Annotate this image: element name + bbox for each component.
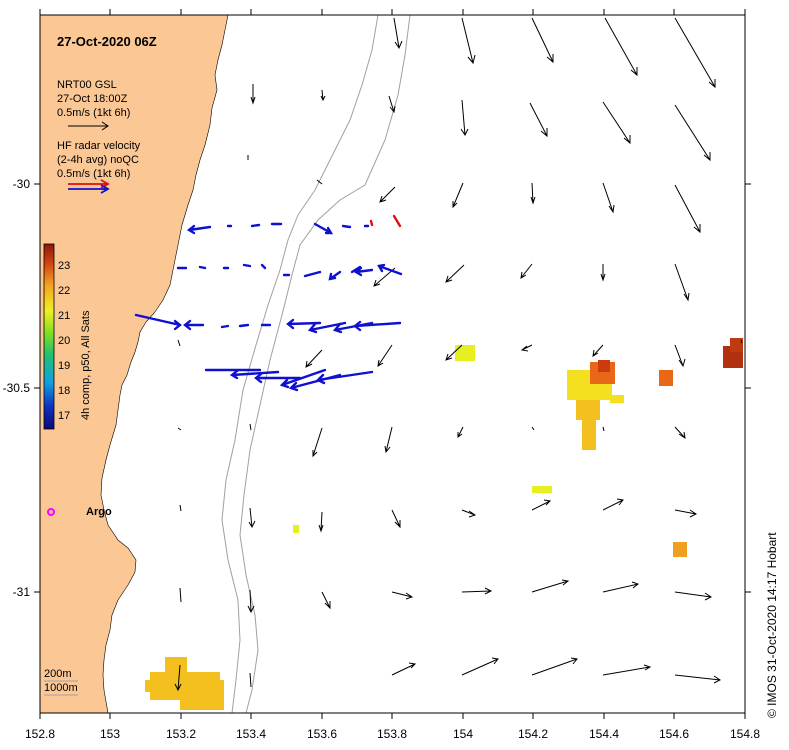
isobath-1000m-label: 1000m (44, 682, 78, 694)
radar-velocity-arrows (134, 222, 403, 392)
x-tick-label: 154.4 (589, 727, 619, 741)
x-tick-label: 152.8 (25, 727, 55, 741)
radar-legend-line: HF radar velocity (57, 140, 141, 152)
colorbar-tick-label: 21 (58, 310, 70, 322)
x-tick-label: 153.6 (307, 727, 337, 741)
model-velocity-arrows (174, 17, 743, 692)
imos-credit: © IMOS 31-Oct-2020 14:17 Hobart (765, 532, 779, 718)
model-legend-line: NRT00 GSL (57, 79, 117, 91)
x-tick-label: 153 (100, 727, 120, 741)
colorbar-label: 4h comp, p50, All Sats (80, 310, 92, 420)
isobath-legend: 200m 1000m (44, 668, 78, 696)
x-tick-label: 154.6 (659, 727, 689, 741)
colorbar-tick-label: 18 (58, 385, 70, 397)
x-tick-label: 154.8 (730, 727, 760, 741)
model-legend-arrow (68, 121, 109, 131)
isobath-1000m (239, 15, 411, 713)
colorbar-tick-label: 20 (58, 335, 70, 347)
colorbar-tick-label: 22 (58, 285, 70, 297)
x-tick-label: 153.2 (166, 727, 196, 741)
x-axis-tick-labels: 152.8 153 153.2 153.4 153.6 153.8 154 15… (25, 727, 760, 741)
map-title: 27-Oct-2020 06Z (57, 34, 157, 49)
x-tick-label: 154 (453, 727, 473, 741)
y-tick-label: -30 (13, 177, 31, 191)
sst-patches (145, 338, 743, 710)
y-tick-label: -31 (13, 585, 31, 599)
model-legend-line: 0.5m/s (1kt 6h) (57, 107, 130, 119)
radar-legend-line: (2-4h avg) noQC (57, 154, 139, 166)
argo-label: Argo (86, 506, 112, 518)
x-tick-label: 154.2 (518, 727, 548, 741)
colorbar-gradient (43, 243, 55, 430)
colorbar-tick-label: 17 (58, 410, 70, 422)
radar-velocity-arrows-flagged (369, 214, 402, 228)
x-tick-label: 153.4 (236, 727, 266, 741)
argo-float-marker (47, 508, 55, 516)
radar-legend-line: 0.5m/s (1kt 6h) (57, 168, 130, 180)
y-axis-tick-labels: -30 -30.5 -31 (3, 177, 31, 599)
model-legend-line: 27-Oct 18:00Z (57, 93, 128, 105)
isobath-200m-label: 200m (44, 668, 72, 680)
model-legend: NRT00 GSL 27-Oct 18:00Z 0.5m/s (1kt 6h) (57, 79, 130, 131)
radar-legend: HF radar velocity (2-4h avg) noQC 0.5m/s… (57, 140, 141, 194)
axis-ticks (34, 9, 751, 719)
radar-legend-arrow-blue (68, 184, 110, 194)
x-tick-label: 153.8 (377, 727, 407, 741)
colorbar-tick-label: 19 (58, 360, 70, 372)
colorbar: 23 22 21 20 19 18 17 4h comp, p50, All S… (43, 243, 92, 430)
colorbar-tick-label: 23 (58, 260, 70, 272)
y-tick-label: -30.5 (3, 381, 31, 395)
